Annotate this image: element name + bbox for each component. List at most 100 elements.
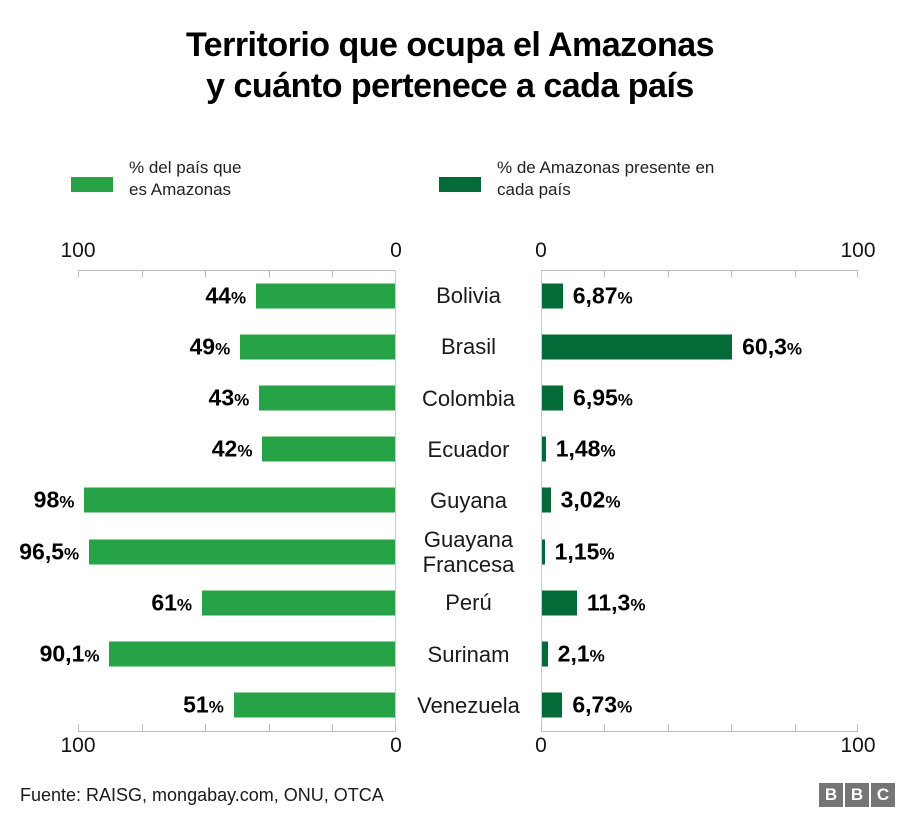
left-axis-top-tick-100: 100 (60, 239, 96, 262)
legend-label-amazon-share: % de Amazonas presente en cada país (497, 158, 715, 199)
country-cell: Surinam (396, 629, 541, 680)
right-axis-top: 0 100 (535, 240, 876, 277)
axis-gap (396, 731, 541, 759)
left-value-label: 61% (151, 589, 193, 616)
chart-row: 98% Guyana 3,02% (34, 475, 858, 526)
right-bar-cell: 6,87% (541, 270, 858, 321)
dark-green-swatch-icon (439, 177, 481, 192)
chart-row: 49% Brasil 60,3% (78, 321, 858, 372)
right-bar-cell: 6,95% (541, 372, 858, 423)
chart-row: 96,5% Guayana Francesa 1,15% (19, 526, 858, 577)
right-bar-cell: 6,73% (541, 680, 858, 731)
left-bar (84, 487, 396, 513)
left-axis-bottom-tick-100: 100 (60, 734, 96, 757)
country-cell: Ecuador (396, 424, 541, 475)
left-bar-cell: 61% (78, 577, 396, 628)
right-value-label: 6,73% (572, 691, 633, 718)
country-label: Venezuela (417, 692, 520, 718)
axis-tick (731, 724, 733, 731)
title-line-2: y cuánto pertenece a cada país (206, 67, 694, 105)
chart-row: 61% Perú 11,3% (78, 577, 858, 628)
right-axis-bottom-tick-100: 100 (840, 734, 876, 757)
axis-gap (396, 240, 541, 270)
country-cell: Guyana (396, 475, 541, 526)
country-cell: Colombia (396, 372, 541, 423)
right-bar (541, 487, 551, 513)
axis-tick (794, 724, 796, 731)
right-axis-top-tick-0: 0 (535, 239, 547, 262)
legend-label-country-share: % del país que es Amazonas (129, 158, 242, 199)
left-value-label: 49% (189, 333, 231, 360)
axis-tick (857, 270, 858, 277)
right-zero-baseline (541, 270, 542, 731)
right-bar (541, 334, 733, 360)
country-label: Ecuador (427, 436, 510, 462)
right-bar-cell: 11,3% (541, 577, 858, 628)
right-value-label: 3,02% (560, 486, 621, 513)
right-bar (541, 692, 563, 718)
bbc-logo: B B C (819, 783, 895, 807)
left-bar (240, 334, 396, 360)
left-bar-cell: 98% (34, 475, 396, 526)
left-axis-bottom-tick-0: 0 (390, 734, 402, 757)
left-value-label: 98% (33, 486, 75, 513)
right-value-label: 60,3% (742, 333, 803, 360)
right-bar (541, 539, 545, 565)
left-bar (262, 436, 396, 462)
country-label: Surinam (427, 641, 510, 667)
chart-rows: 44% Bolivia 6,87% 49% Brasil 60,3% 43% Colombia… (19, 270, 858, 731)
left-bar-cell: 51% (78, 680, 396, 731)
left-value-label: 96,5% (19, 538, 80, 565)
axis-tick (667, 724, 669, 731)
page-title: Territorio que ocupa el Amazonas y cuánto… (0, 0, 900, 107)
right-bar (541, 436, 546, 462)
bbc-logo-letter-b2: B (845, 783, 869, 807)
chart-row: 90,1% Surinam 2,1% (40, 629, 858, 680)
axis-tick (268, 724, 270, 731)
country-label: Bolivia (436, 283, 501, 309)
axis-tick (332, 724, 334, 731)
country-label: Brasil (440, 334, 496, 360)
chart-row: 51% Venezuela 6,73% (78, 680, 858, 731)
left-value-label: 42% (211, 435, 253, 462)
left-bar (256, 283, 396, 309)
left-bar (202, 590, 396, 616)
axis-tick (332, 270, 334, 277)
left-bar (109, 641, 396, 667)
right-value-label: 2,1% (557, 640, 605, 667)
right-value-label: 1,15% (554, 538, 615, 565)
right-bar (541, 283, 563, 309)
axis-tick (667, 270, 669, 277)
chart-row: 42% Ecuador 1,48% (78, 424, 858, 475)
left-bar-cell: 42% (78, 424, 396, 475)
axis-tick (541, 724, 542, 731)
left-axis-bottom-line (78, 724, 396, 732)
country-cell: Guayana Francesa (396, 526, 541, 577)
axis-tick (78, 724, 79, 731)
right-value-label: 11,3% (586, 589, 646, 616)
left-bar (259, 385, 396, 411)
country-label: Guyana (429, 487, 508, 513)
mirrored-bar-chart: 100 0 0 100 44% Bolivia 6,87% 49% Brasil 60,3… (19, 240, 876, 759)
axis-tick (268, 270, 270, 277)
right-bar-cell: 3,02% (541, 475, 858, 526)
country-cell: Venezuela (396, 680, 541, 731)
right-bar-cell: 1,15% (541, 526, 858, 577)
source-text: Fuente: RAISG, mongabay.com, ONU, OTCA (20, 785, 384, 805)
chart-row: 43% Colombia 6,95% (78, 372, 858, 423)
country-label: Colombia (422, 385, 515, 411)
chart-row: 44% Bolivia 6,87% (78, 270, 858, 321)
right-value-label: 6,95% (573, 384, 633, 411)
axis-tick (604, 724, 606, 731)
right-bar-cell: 60,3% (541, 321, 858, 372)
right-bar (541, 641, 548, 667)
right-value-label: 6,87% (572, 282, 633, 309)
left-value-label: 43% (208, 384, 250, 411)
country-cell: Perú (396, 577, 541, 628)
axis-tick (205, 270, 207, 277)
axis-tick (205, 724, 207, 731)
axis-tick (604, 270, 606, 277)
left-bar-cell: 90,1% (40, 629, 396, 680)
axis-tick (141, 724, 143, 731)
